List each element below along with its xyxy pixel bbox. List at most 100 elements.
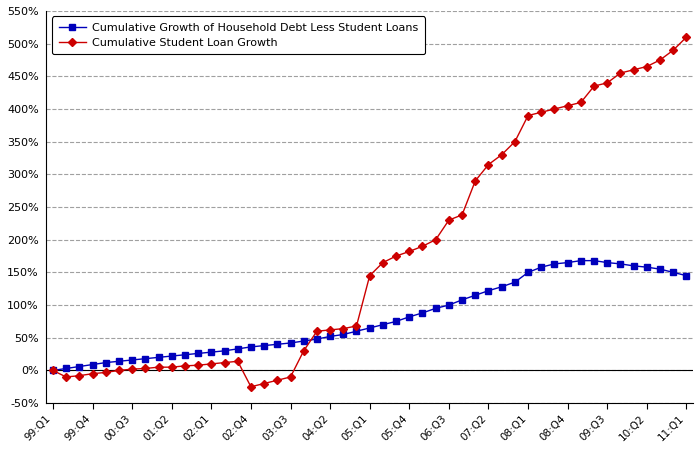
Cumulative Student Loan Growth xyxy=(300,348,308,354)
Cumulative Growth of Household Debt Less Student Loans xyxy=(577,258,585,263)
Cumulative Student Loan Growth xyxy=(564,103,572,108)
Cumulative Student Loan Growth xyxy=(392,253,400,259)
Cumulative Growth of Household Debt Less Student Loans xyxy=(75,364,83,369)
Legend: Cumulative Growth of Household Debt Less Student Loans, Cumulative Student Loan : Cumulative Growth of Household Debt Less… xyxy=(52,17,425,54)
Cumulative Student Loan Growth xyxy=(431,237,440,243)
Cumulative Student Loan Growth xyxy=(484,162,493,167)
Cumulative Student Loan Growth xyxy=(260,381,268,386)
Cumulative Student Loan Growth xyxy=(498,152,506,158)
Cumulative Growth of Household Debt Less Student Loans xyxy=(616,261,624,266)
Cumulative Growth of Household Debt Less Student Loans xyxy=(220,348,229,354)
Cumulative Student Loan Growth xyxy=(379,260,387,265)
Cumulative Student Loan Growth xyxy=(629,67,638,72)
Cumulative Student Loan Growth xyxy=(590,83,598,89)
Cumulative Growth of Household Debt Less Student Loans xyxy=(181,352,189,357)
Cumulative Growth of Household Debt Less Student Loans xyxy=(49,368,57,373)
Cumulative Growth of Household Debt Less Student Loans xyxy=(167,353,176,359)
Cumulative Growth of Household Debt Less Student Loans xyxy=(352,328,361,334)
Cumulative Growth of Household Debt Less Student Loans xyxy=(313,336,321,342)
Line: Cumulative Student Loan Growth: Cumulative Student Loan Growth xyxy=(50,34,690,390)
Cumulative Growth of Household Debt Less Student Loans xyxy=(246,344,255,350)
Cumulative Growth of Household Debt Less Student Loans xyxy=(564,260,572,265)
Cumulative Growth of Household Debt Less Student Loans xyxy=(444,302,453,308)
Cumulative Growth of Household Debt Less Student Loans xyxy=(629,263,638,269)
Cumulative Student Loan Growth xyxy=(419,243,427,249)
Cumulative Growth of Household Debt Less Student Loans xyxy=(590,258,598,263)
Cumulative Student Loan Growth xyxy=(405,249,414,254)
Cumulative Student Loan Growth xyxy=(128,366,136,372)
Cumulative Student Loan Growth xyxy=(313,328,321,334)
Cumulative Student Loan Growth xyxy=(207,361,216,367)
Cumulative Growth of Household Debt Less Student Loans xyxy=(471,292,480,298)
Cumulative Growth of Household Debt Less Student Loans xyxy=(643,265,651,270)
Cumulative Growth of Household Debt Less Student Loans xyxy=(300,338,308,344)
Cumulative Student Loan Growth xyxy=(616,70,624,76)
Cumulative Student Loan Growth xyxy=(537,109,545,115)
Cumulative Growth of Household Debt Less Student Loans xyxy=(669,270,678,275)
Cumulative Student Loan Growth xyxy=(643,64,651,69)
Cumulative Student Loan Growth xyxy=(286,374,295,380)
Cumulative Growth of Household Debt Less Student Loans xyxy=(550,261,559,266)
Cumulative Growth of Household Debt Less Student Loans xyxy=(419,310,427,315)
Cumulative Growth of Household Debt Less Student Loans xyxy=(431,306,440,311)
Cumulative Student Loan Growth xyxy=(115,368,123,373)
Cumulative Student Loan Growth xyxy=(471,178,480,184)
Cumulative Growth of Household Debt Less Student Loans xyxy=(207,350,216,355)
Cumulative Student Loan Growth xyxy=(88,371,97,376)
Cumulative Student Loan Growth xyxy=(220,360,229,365)
Cumulative Student Loan Growth xyxy=(194,363,202,368)
Cumulative Student Loan Growth xyxy=(682,34,691,40)
Cumulative Student Loan Growth xyxy=(181,363,189,369)
Cumulative Growth of Household Debt Less Student Loans xyxy=(365,325,374,331)
Cumulative Growth of Household Debt Less Student Loans xyxy=(62,366,70,371)
Cumulative Student Loan Growth xyxy=(102,370,110,375)
Cumulative Student Loan Growth xyxy=(167,364,176,370)
Cumulative Growth of Household Debt Less Student Loans xyxy=(154,355,162,360)
Cumulative Student Loan Growth xyxy=(154,364,162,370)
Cumulative Student Loan Growth xyxy=(273,378,281,383)
Line: Cumulative Growth of Household Debt Less Student Loans: Cumulative Growth of Household Debt Less… xyxy=(50,258,690,373)
Cumulative Student Loan Growth xyxy=(141,366,150,371)
Cumulative Growth of Household Debt Less Student Loans xyxy=(128,357,136,363)
Cumulative Student Loan Growth xyxy=(234,359,242,364)
Cumulative Growth of Household Debt Less Student Loans xyxy=(603,260,612,265)
Cumulative Student Loan Growth xyxy=(62,374,70,380)
Cumulative Student Loan Growth xyxy=(669,47,678,53)
Cumulative Growth of Household Debt Less Student Loans xyxy=(537,265,545,270)
Cumulative Growth of Household Debt Less Student Loans xyxy=(656,266,664,272)
Cumulative Growth of Household Debt Less Student Loans xyxy=(511,279,519,285)
Cumulative Student Loan Growth xyxy=(444,217,453,223)
Cumulative Student Loan Growth xyxy=(365,273,374,279)
Cumulative Growth of Household Debt Less Student Loans xyxy=(260,343,268,348)
Cumulative Student Loan Growth xyxy=(656,57,664,63)
Cumulative Growth of Household Debt Less Student Loans xyxy=(339,332,347,337)
Cumulative Student Loan Growth xyxy=(458,212,466,217)
Cumulative Student Loan Growth xyxy=(577,100,585,105)
Cumulative Growth of Household Debt Less Student Loans xyxy=(392,319,400,324)
Cumulative Growth of Household Debt Less Student Loans xyxy=(682,273,691,279)
Cumulative Growth of Household Debt Less Student Loans xyxy=(405,314,414,319)
Cumulative Student Loan Growth xyxy=(524,113,532,118)
Cumulative Growth of Household Debt Less Student Loans xyxy=(115,359,123,364)
Cumulative Student Loan Growth xyxy=(550,106,559,112)
Cumulative Student Loan Growth xyxy=(49,368,57,373)
Cumulative Growth of Household Debt Less Student Loans xyxy=(524,270,532,275)
Cumulative Growth of Household Debt Less Student Loans xyxy=(286,340,295,346)
Cumulative Student Loan Growth xyxy=(511,139,519,144)
Cumulative Growth of Household Debt Less Student Loans xyxy=(88,362,97,367)
Cumulative Student Loan Growth xyxy=(603,80,612,86)
Cumulative Growth of Household Debt Less Student Loans xyxy=(102,360,110,365)
Cumulative Student Loan Growth xyxy=(246,384,255,390)
Cumulative Student Loan Growth xyxy=(326,327,335,333)
Cumulative Growth of Household Debt Less Student Loans xyxy=(194,351,202,356)
Cumulative Growth of Household Debt Less Student Loans xyxy=(273,342,281,347)
Cumulative Growth of Household Debt Less Student Loans xyxy=(326,334,335,339)
Cumulative Growth of Household Debt Less Student Loans xyxy=(234,346,242,351)
Cumulative Student Loan Growth xyxy=(352,323,361,328)
Cumulative Growth of Household Debt Less Student Loans xyxy=(379,322,387,328)
Cumulative Growth of Household Debt Less Student Loans xyxy=(484,288,493,293)
Cumulative Growth of Household Debt Less Student Loans xyxy=(498,284,506,289)
Cumulative Student Loan Growth xyxy=(75,373,83,378)
Cumulative Growth of Household Debt Less Student Loans xyxy=(458,297,466,302)
Cumulative Growth of Household Debt Less Student Loans xyxy=(141,356,150,361)
